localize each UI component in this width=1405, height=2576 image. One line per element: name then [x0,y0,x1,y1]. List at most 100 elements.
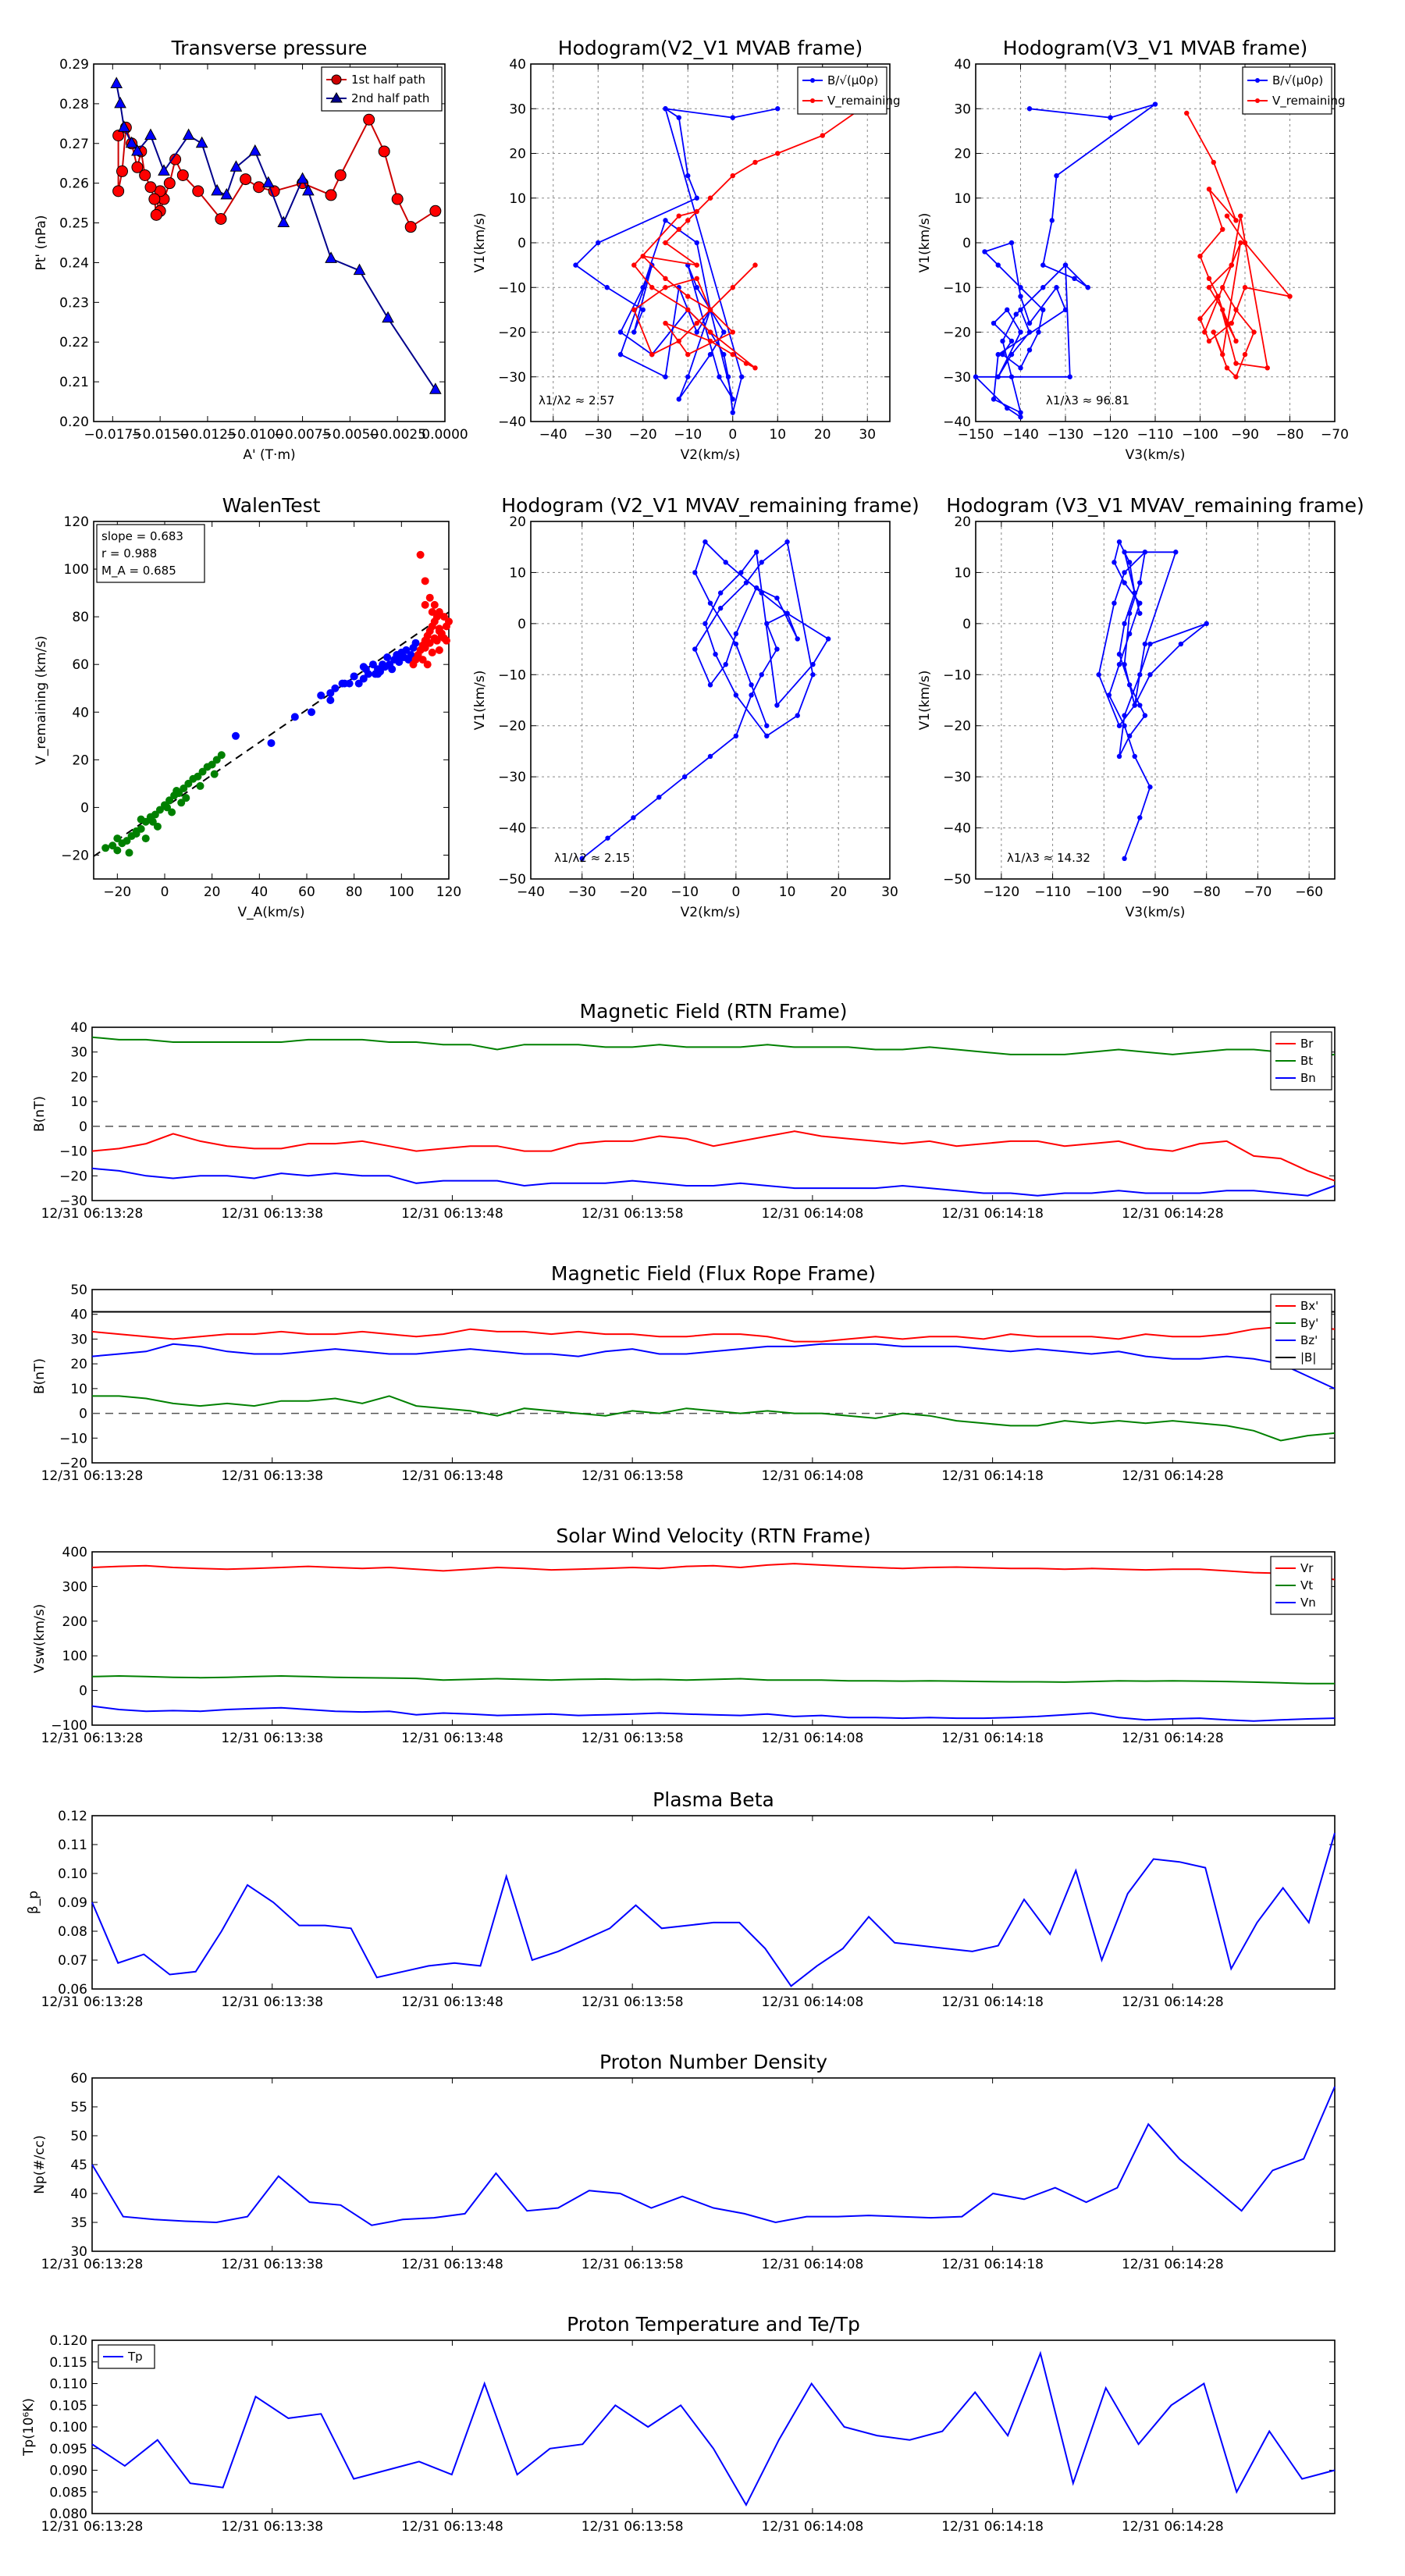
second-half-marker [382,311,394,323]
y-tick-label: −30 [943,370,971,386]
walen-point [359,674,368,683]
walen-point [326,696,335,704]
hodogram-point [1132,753,1137,760]
second-half-marker [353,263,366,276]
x-tick-label: 12/31 06:14:18 [941,1994,1044,2010]
hodogram-point [694,276,699,281]
first-half-marker [148,193,161,205]
x-tick-label: −0.0075 [274,427,332,443]
hodogram-point [1211,329,1216,335]
first-half-marker [240,173,252,186]
legend-box [1242,66,1332,115]
y-tick-label: 0.105 [49,2398,87,2414]
y-tick-label: 20 [70,1357,87,1372]
legend-marker [1255,98,1260,103]
walen-point [173,787,181,795]
x-tick-label: 12/31 06:14:18 [941,1731,1044,1746]
y-tick-label: −20 [943,326,971,341]
hodogram-point [764,621,770,627]
hodogram-point [1116,539,1122,545]
stats-box [96,524,205,583]
legend-label: By' [1300,1316,1318,1330]
y-tick-label: 20 [70,1069,87,1085]
y-tick-label: 0 [79,1684,87,1699]
hodogram-point [1224,365,1230,371]
y-tick-label: 0.11 [58,1838,87,1853]
hodogram-point [1142,550,1148,555]
x-tick-label: −60 [1295,884,1323,900]
series-line-Bn [91,1167,1336,1197]
walen-point [290,713,299,721]
hodogram-point [663,374,668,379]
hodogram-point [1224,213,1230,219]
x-tick-label: −120 [1092,427,1129,443]
second-half-marker [229,160,243,172]
first-half-marker [378,145,390,158]
hodogram-point [995,374,1001,379]
y-axis-label: β_p [26,1891,41,1914]
y-tick-label: 0.095 [49,2442,87,2457]
hodogram-point [1062,262,1069,268]
walen-point [184,779,193,788]
hodogram-point [1000,351,1005,358]
first-half-marker [131,161,144,173]
x-axis-label: V3(km/s) [1126,447,1186,463]
hodogram-point [1132,590,1137,596]
hodogram-point [1122,713,1127,718]
y-tick-label: 20 [72,753,89,768]
hodogram-point [730,397,735,402]
y-tick-label: 300 [62,1579,87,1595]
hodogram-point [1018,410,1023,415]
plot-frame [91,1289,1336,1464]
hodogram-point [663,276,668,281]
legend-label: 1st half path [351,73,425,87]
x-tick-label: 12/31 06:13:58 [582,1994,684,2010]
hodogram-point [692,570,698,575]
hodogram-point [784,539,790,545]
walen-point [308,708,316,717]
y-tick-label: −10 [498,667,526,683]
hodogram-point [733,631,739,637]
hodogram-point [1242,285,1248,290]
y-tick-label: 0.28 [59,97,89,112]
walen-point [108,841,117,850]
x-tick-label: 12/31 06:13:58 [582,1468,684,1484]
eigenvalue-ratio-annotation: λ1/λ3 ≈ 14.32 [1007,851,1090,865]
walen-point [432,636,441,645]
walen-point [198,767,207,776]
plasma-beta-chart: 12/31 06:13:28 12/31 06:13:38 12/31 06:13:… [26,1788,1336,2010]
second-half-marker [144,128,157,141]
hodogram-point [973,374,979,379]
hodogram-point [707,329,713,335]
x-tick-label: −140 [1002,427,1039,443]
second-half-marker [325,251,337,263]
x-tick-label: 20 [830,884,847,900]
hodogram-point [764,733,770,738]
walen-point [317,691,325,699]
second-half-marker [296,172,309,184]
hodogram-point [1122,723,1127,728]
hodogram-point [1197,253,1203,259]
hodogram-point [663,240,668,246]
hodogram-series-line [582,540,830,859]
y-tick-label: 0.07 [58,1953,87,1969]
y-axis-label: Np(#/cc) [32,2135,48,2194]
walen-point [132,829,140,838]
hodogram-point [784,610,790,616]
legend-marker [330,92,343,103]
x-tick-label: 80 [346,884,363,900]
hodogram-point [1142,641,1148,647]
hodogram-point [774,703,780,708]
legend-label: Vt [1300,1578,1313,1592]
transverse-pressure-chart: −0.0175−0.0150−0.0125−0.0100−0.0075−0.00… [34,37,468,463]
chart-title: Proton Temperature and Te/Tp [567,2313,860,2336]
first-half-marker [176,169,189,181]
hodogram-point [605,835,610,841]
hodogram-point [733,692,739,698]
y-tick-label: −20 [61,848,89,863]
y-tick-label: −30 [498,370,526,386]
y-tick-label: −10 [59,1431,87,1446]
y-tick-label: 10 [509,565,526,581]
legend-label: V_remaining [827,94,901,109]
y-tick-label: 100 [64,562,89,578]
